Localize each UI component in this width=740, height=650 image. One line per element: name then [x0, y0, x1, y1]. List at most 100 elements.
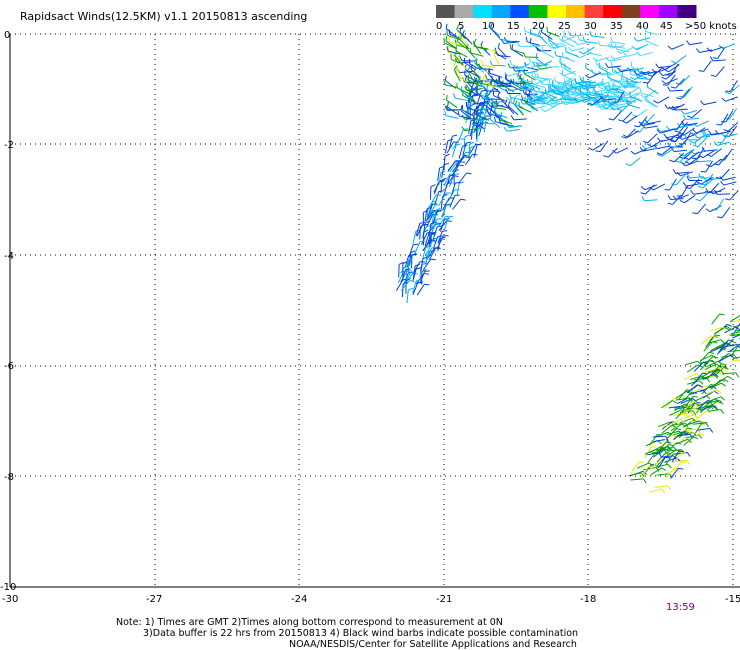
wind-barb-flag: [724, 343, 730, 345]
wind-barb: [583, 46, 595, 55]
wind-barb: [682, 148, 695, 157]
wind-barb-flag: [431, 203, 437, 205]
wind-barb-flag: [592, 57, 597, 62]
wind-barb-flag: [441, 177, 447, 181]
wind-barb-flag: [625, 78, 629, 84]
wind-barb: [660, 138, 674, 142]
wind-barb-flag: [708, 351, 715, 355]
wind-barb: [613, 109, 623, 121]
wind-barb: [497, 54, 511, 58]
wind-barb: [681, 134, 695, 140]
wind-barb-flag: [633, 70, 638, 75]
wind-barb: [524, 70, 538, 74]
wind-barb: [481, 109, 487, 123]
wind-barb: [571, 47, 585, 52]
wind-barb: [709, 182, 720, 194]
wind-barb-flag: [495, 100, 498, 106]
wind-barb: [711, 313, 721, 325]
wind-barb-flag: [709, 360, 715, 363]
wind-barb: [707, 409, 721, 412]
wind-barb: [706, 360, 719, 368]
wind-barb: [427, 238, 434, 251]
wind-barb-flag: [656, 127, 661, 132]
wind-barb: [718, 354, 731, 363]
wind-barb: [596, 57, 609, 62]
wind-barb: [511, 64, 524, 69]
wind-barb-flag: [584, 74, 590, 79]
wind-barb: [660, 129, 673, 134]
wind-barb-flag: [716, 363, 721, 368]
wind-barb: [562, 36, 575, 42]
wind-barb: [635, 44, 648, 50]
wind-barb: [644, 125, 658, 129]
wind-barb: [473, 144, 478, 158]
wind-barb: [434, 191, 440, 205]
wind-barb: [446, 141, 455, 154]
wind-barb-flag: [602, 106, 608, 109]
wind-barb: [647, 86, 659, 95]
wind-barb: [675, 390, 688, 399]
wind-barb: [519, 106, 532, 113]
wind-barb-flag: [538, 29, 541, 35]
wind-barb-flag: [642, 140, 648, 144]
wind-barb: [661, 146, 673, 156]
wind-barb: [628, 92, 641, 102]
wind-barb-flag: [702, 175, 707, 181]
wind-barb: [511, 48, 524, 57]
legend-labels: 0 5 10 15 20 25 30 35 40 45 >50 knots: [436, 21, 737, 32]
wind-barb-flag: [405, 268, 411, 271]
wind-barb: [650, 467, 663, 476]
wind-barb-flag: [442, 230, 448, 232]
wind-barb: [538, 77, 552, 80]
wind-barb-flag: [658, 452, 662, 458]
wind-barb: [542, 83, 556, 86]
wind-barb: [526, 91, 538, 100]
wind-barb-flag: [723, 326, 728, 332]
wind-barb: [690, 389, 703, 395]
wind-barb: [598, 127, 612, 133]
wind-barb-flag: [655, 467, 660, 472]
wind-barb-flag: [727, 375, 733, 380]
wind-barb: [665, 397, 675, 409]
grid-lines: [9, 33, 740, 587]
wind-barb-flag: [693, 395, 699, 398]
wind-barb-flag: [467, 66, 471, 71]
wind-barb: [401, 284, 404, 298]
wind-barb-flag: [573, 97, 578, 103]
wind-barb-flag: [679, 200, 685, 204]
wind-barb: [528, 62, 541, 70]
wind-barb: [592, 142, 604, 151]
wind-barb: [458, 145, 463, 159]
wind-barb-flag: [685, 186, 691, 190]
wind-barb: [428, 223, 432, 237]
wind-barb-flag: [561, 86, 565, 92]
wind-barb: [600, 45, 614, 47]
wind-barb-flag: [568, 46, 573, 52]
wind-barb-flag: [709, 56, 714, 62]
wind-barb: [688, 151, 700, 161]
wind-barb: [709, 205, 722, 213]
wind-barb: [643, 148, 656, 152]
wind-barb-flag: [543, 63, 547, 68]
wind-barb: [565, 51, 579, 58]
wind-barb-flag: [605, 56, 610, 62]
wind-barb: [493, 53, 500, 66]
wind-barb: [577, 97, 591, 103]
wind-barb: [673, 452, 683, 463]
wind-barb-flag: [480, 41, 483, 47]
wind-barb: [671, 450, 680, 463]
wind-barb: [713, 326, 726, 335]
wind-barb: [575, 82, 589, 88]
wind-barb-flag: [448, 36, 451, 42]
wind-barb-flag: [627, 67, 632, 72]
wind-barb: [440, 219, 445, 232]
wind-barb-flag: [497, 42, 501, 49]
wind-barb: [653, 448, 664, 458]
wind-barb: [686, 364, 699, 373]
wind-barb-flag: [505, 96, 511, 101]
wind-barb: [551, 43, 565, 45]
wind-barb-flag: [717, 389, 722, 394]
wind-barb-flag: [472, 99, 476, 105]
wind-barb: [548, 38, 560, 48]
wind-barb: [504, 103, 515, 115]
